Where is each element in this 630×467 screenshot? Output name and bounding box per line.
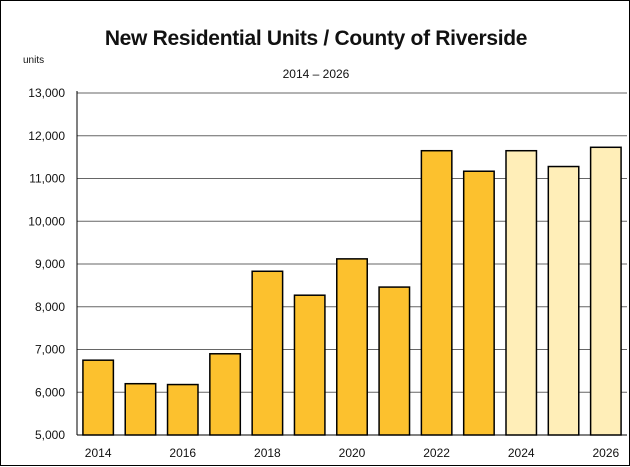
bar-2023 (462, 170, 495, 436)
x-tick-label: 2024 (508, 446, 535, 460)
bar-2024 (505, 149, 538, 436)
bar-2015 (124, 382, 157, 436)
bar-2025 (547, 165, 580, 436)
y-tick-label: 9,000 (35, 257, 65, 271)
y-axis-label: units (23, 55, 45, 66)
bar-2019 (293, 294, 326, 436)
x-tick-label: 2020 (339, 446, 366, 460)
x-tick-label: 2026 (592, 446, 619, 460)
y-tick-label: 10,000 (28, 214, 65, 228)
bar-2021 (378, 286, 411, 436)
chart-subtitle: 2014 – 2026 (282, 67, 350, 81)
y-tick-label: 13,000 (28, 86, 65, 100)
bar-2026 (589, 146, 622, 436)
x-tick-label: 2018 (254, 446, 281, 460)
bar-2018 (251, 270, 284, 436)
bar-2016 (166, 383, 199, 436)
bar-2014 (82, 359, 115, 436)
y-tick-label: 6,000 (35, 385, 65, 399)
y-tick-label: 8,000 (35, 300, 65, 314)
bar-2022 (420, 149, 453, 436)
x-tick-label: 2016 (169, 446, 196, 460)
bar-2017 (209, 353, 242, 436)
y-tick-label: 12,000 (28, 129, 65, 143)
x-tick-label: 2022 (423, 446, 450, 460)
y-tick-label: 11,000 (29, 172, 65, 186)
y-tick-label: 7,000 (35, 343, 65, 357)
x-tick-label: 2014 (85, 446, 112, 460)
y-tick-label: 5,000 (35, 428, 65, 442)
chart-title: New Residential Units / County of Rivers… (104, 27, 528, 50)
bar-2020 (336, 258, 368, 436)
